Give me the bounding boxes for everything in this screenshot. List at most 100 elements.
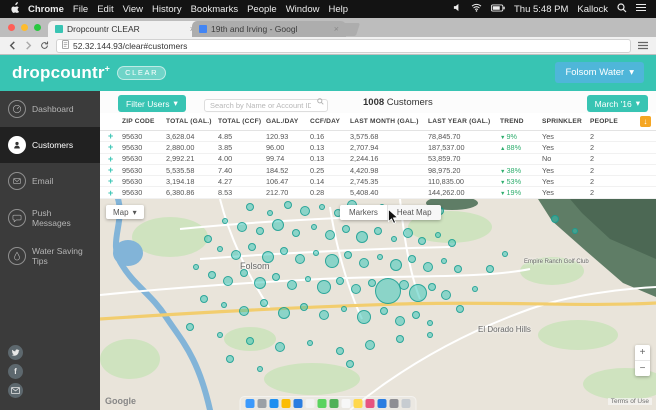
col-total-gal[interactable]: TOTAL (GAL.): [166, 118, 218, 125]
dock-icon-chrome[interactable]: [282, 399, 291, 408]
menu-item-help[interactable]: Help: [328, 4, 348, 15]
menu-item-view[interactable]: View: [123, 4, 143, 15]
map-marker[interactable]: [217, 246, 223, 252]
customers-map[interactable]: FolsomEl Dorado HillsEmpire Ranch Golf C…: [100, 199, 656, 410]
row-expander[interactable]: +: [108, 165, 122, 175]
dock-icon-itunes[interactable]: [366, 399, 375, 408]
map-marker[interactable]: [223, 276, 233, 286]
row-expander[interactable]: +: [108, 131, 122, 141]
dock-icon-settings[interactable]: [390, 399, 399, 408]
tab-google-maps[interactable]: 19th and Irving - Googl ×: [192, 21, 346, 37]
map-marker[interactable]: [295, 254, 305, 264]
table-row[interactable]: + 956305,535.587.40184.520.254,420.9898,…: [100, 165, 656, 176]
col-total-ccf[interactable]: TOTAL (CCF): [218, 118, 266, 125]
map-marker[interactable]: [403, 228, 413, 238]
back-icon[interactable]: [8, 37, 17, 55]
map-marker[interactable]: [280, 247, 288, 255]
row-expander[interactable]: +: [108, 142, 122, 152]
heat-map-button[interactable]: Heat Map: [387, 205, 441, 220]
map-marker[interactable]: [377, 254, 383, 260]
menubar-user[interactable]: Kallock: [577, 4, 608, 15]
map-marker[interactable]: [346, 360, 354, 368]
address-bar[interactable]: 52.32.144.93/clear#customers: [56, 39, 631, 53]
menu-item-people[interactable]: People: [247, 4, 277, 15]
map-marker[interactable]: [237, 222, 247, 232]
sidebar-item-email[interactable]: Email: [0, 163, 100, 199]
map-marker[interactable]: [391, 236, 397, 242]
sidebar-item-push-messages[interactable]: Push Messages: [0, 199, 100, 237]
filter-users-button[interactable]: Filter Users ▾: [118, 95, 186, 112]
map-marker[interactable]: [260, 299, 268, 307]
map-marker[interactable]: [502, 251, 508, 257]
markers-button[interactable]: Markers: [340, 205, 387, 220]
map-marker[interactable]: [186, 323, 194, 331]
map-marker[interactable]: [222, 218, 228, 224]
table-row[interactable]: + 956303,628.044.85120.930.163,575.6878,…: [100, 131, 656, 142]
map-marker[interactable]: [336, 347, 344, 355]
map-marker[interactable]: [395, 316, 405, 326]
map-marker[interactable]: [275, 342, 285, 352]
map-marker[interactable]: [300, 206, 310, 216]
dock-icon-mail[interactable]: [294, 399, 303, 408]
map-marker[interactable]: [356, 231, 368, 243]
col-zip-code[interactable]: ZIP CODE: [122, 118, 166, 125]
map-marker[interactable]: [380, 307, 388, 315]
table-row[interactable]: + 956303,194.184.27106.470.142,745.35110…: [100, 176, 656, 187]
map-marker[interactable]: [204, 235, 212, 243]
sidebar-item-customers[interactable]: Customers: [0, 127, 100, 163]
menu-item-window[interactable]: Window: [286, 4, 320, 15]
map-marker[interactable]: [428, 283, 436, 291]
map-marker[interactable]: [284, 201, 292, 209]
map-marker[interactable]: [317, 280, 331, 294]
map-marker[interactable]: [427, 320, 433, 326]
map-marker[interactable]: [239, 306, 249, 316]
map-marker[interactable]: [246, 203, 254, 211]
map-marker[interactable]: [409, 284, 427, 302]
map-marker[interactable]: [342, 225, 350, 233]
notification-center-icon[interactable]: [636, 3, 646, 15]
map-marker[interactable]: [441, 290, 451, 300]
map-marker[interactable]: [272, 219, 284, 231]
apple-menu-icon[interactable]: [10, 2, 19, 16]
map-marker[interactable]: [454, 265, 462, 273]
dock-icon-trash[interactable]: [402, 399, 411, 408]
map-marker[interactable]: [486, 265, 494, 273]
dock-icon-photos[interactable]: [306, 399, 315, 408]
map-marker[interactable]: [300, 303, 308, 311]
table-export-icon[interactable]: ↓: [640, 116, 651, 127]
map-marker[interactable]: [336, 277, 344, 285]
table-row[interactable]: + 956302,992.214.0099.740.132,244.1653,8…: [100, 154, 656, 165]
map-marker[interactable]: [344, 251, 352, 259]
sidebar-item-dashboard[interactable]: Dashboard: [0, 91, 100, 127]
menu-item-history[interactable]: History: [152, 4, 182, 15]
col-gal-day[interactable]: GAL./DAY: [266, 118, 310, 125]
map-marker[interactable]: [423, 262, 433, 272]
spotlight-icon[interactable]: [617, 3, 627, 16]
dock-icon-maps[interactable]: [330, 399, 339, 408]
dock-icon-calendar[interactable]: [342, 399, 351, 408]
map-marker[interactable]: [390, 259, 402, 271]
table-row[interactable]: + 956306,380.868.53212.700.285,408.40144…: [100, 187, 656, 198]
dock-icon-notes[interactable]: [354, 399, 363, 408]
tab-dropcountr[interactable]: Dropcountr CLEAR ×: [48, 21, 202, 37]
map-marker[interactable]: [396, 335, 404, 343]
col-sprinkler[interactable]: SPRINKLER: [542, 118, 590, 125]
map-marker[interactable]: [357, 310, 371, 324]
menu-item-chrome[interactable]: Chrome: [28, 4, 64, 15]
new-tab-button[interactable]: [336, 23, 360, 36]
col-last-month[interactable]: LAST MONTH (GAL.): [350, 118, 428, 125]
zoom-window-button[interactable]: [34, 24, 41, 31]
col-people[interactable]: PEOPLE: [590, 118, 626, 125]
dock-icon-appstore[interactable]: [378, 399, 387, 408]
map-marker[interactable]: [254, 277, 266, 289]
menu-item-edit[interactable]: Edit: [97, 4, 113, 15]
app-logo[interactable]: dropcountr+: [12, 63, 110, 83]
map-marker[interactable]: [305, 276, 311, 282]
map-marker[interactable]: [319, 310, 329, 320]
dock-icon-messages[interactable]: [318, 399, 327, 408]
map-marker[interactable]: [307, 340, 313, 346]
map-marker[interactable]: [262, 251, 274, 263]
map-marker[interactable]: [287, 280, 297, 290]
col-ccf-day[interactable]: CCF/DAY: [310, 118, 350, 125]
map-marker[interactable]: [311, 224, 317, 230]
